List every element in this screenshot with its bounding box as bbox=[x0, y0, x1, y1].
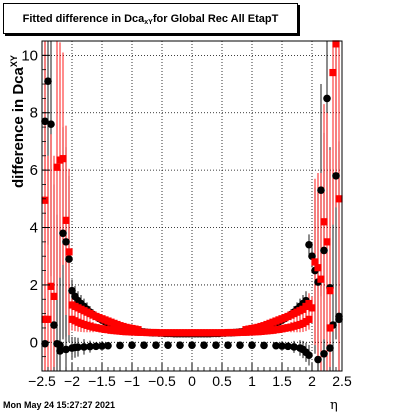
y-axis-title-main: difference in Dca bbox=[10, 67, 27, 188]
black-data-point bbox=[44, 77, 52, 85]
black-data-point bbox=[86, 342, 94, 351]
red-data-point bbox=[41, 315, 49, 323]
black-data-point bbox=[62, 345, 70, 354]
black-data-point bbox=[140, 341, 148, 349]
black-data-point bbox=[80, 343, 88, 351]
red-data-point bbox=[335, 195, 343, 203]
black-data-point bbox=[260, 341, 268, 350]
y-tick-label: 4 bbox=[30, 220, 38, 237]
red-data-point bbox=[329, 68, 337, 77]
red-data-point bbox=[305, 299, 313, 308]
x-tick-label: −2.5 bbox=[28, 373, 56, 389]
black-data-point bbox=[290, 343, 298, 351]
x-tick-label: −1.5 bbox=[88, 373, 116, 389]
black-data-point bbox=[278, 342, 286, 350]
black-data-point bbox=[326, 344, 334, 352]
y-tick-label: 10 bbox=[21, 47, 38, 64]
black-data-point bbox=[164, 341, 172, 349]
black-data-point bbox=[305, 351, 313, 360]
chart-title-sub: xY bbox=[144, 19, 153, 26]
black-data-point bbox=[284, 342, 292, 351]
black-data-point bbox=[56, 341, 64, 349]
black-data-point bbox=[308, 252, 316, 261]
x-tick-label: −2 bbox=[64, 373, 80, 389]
black-data-point bbox=[50, 321, 58, 329]
y-tick-label: 2 bbox=[30, 277, 38, 294]
black-data-point bbox=[74, 343, 82, 351]
red-data-point bbox=[314, 264, 322, 272]
x-tick-label: 2.5 bbox=[332, 373, 352, 389]
black-data-point bbox=[332, 172, 340, 180]
black-data-point bbox=[236, 341, 244, 349]
y-tick-label: 8 bbox=[30, 105, 38, 122]
x-tick-label: 0.5 bbox=[212, 373, 232, 389]
black-data-point bbox=[317, 186, 325, 195]
chart-title-main: Fitted difference in Dca bbox=[22, 12, 145, 25]
red-data-point bbox=[59, 155, 67, 163]
red-data-point bbox=[305, 315, 313, 323]
red-data-point bbox=[332, 40, 340, 48]
black-data-point bbox=[320, 246, 328, 255]
red-data-point bbox=[308, 304, 316, 312]
x-tick-label: 1 bbox=[248, 373, 256, 389]
red-data-point bbox=[50, 292, 58, 300]
black-data-point bbox=[68, 286, 76, 295]
black-data-point bbox=[62, 238, 70, 246]
x-axis-title: η bbox=[330, 398, 338, 413]
red-data-point bbox=[311, 258, 319, 266]
timestamp: Mon May 24 15:27:27 2021 bbox=[3, 400, 116, 410]
red-data-point bbox=[47, 282, 55, 290]
black-data-point bbox=[323, 94, 331, 103]
black-data-point bbox=[152, 341, 160, 349]
black-data-point bbox=[224, 341, 232, 349]
black-data-point bbox=[41, 117, 49, 126]
black-data-point bbox=[272, 341, 280, 350]
black-data-point bbox=[98, 342, 106, 350]
black-data-point bbox=[92, 342, 100, 351]
black-data-point bbox=[65, 255, 73, 263]
black-data-point bbox=[305, 240, 313, 249]
y-tick-label: 6 bbox=[30, 162, 38, 179]
red-data-point bbox=[53, 163, 61, 171]
black-data-point bbox=[188, 341, 196, 349]
black-data-point bbox=[248, 341, 256, 349]
black-data-point bbox=[335, 312, 343, 321]
black-data-point bbox=[59, 229, 67, 238]
red-data-point bbox=[320, 218, 328, 226]
black-data-point bbox=[320, 349, 328, 358]
black-data-point bbox=[47, 120, 55, 129]
red-data-point bbox=[65, 248, 73, 256]
black-data-point bbox=[116, 341, 124, 350]
red-data-point bbox=[62, 216, 70, 224]
red-data-point bbox=[41, 196, 49, 204]
x-tick-label: 2 bbox=[308, 373, 316, 389]
x-tick-label: −1 bbox=[124, 373, 140, 389]
red-data-point bbox=[326, 324, 334, 332]
y-tick-label: 0 bbox=[30, 334, 38, 351]
x-tick-label: 0 bbox=[188, 373, 196, 389]
black-data-point bbox=[128, 341, 136, 349]
red-data-point bbox=[317, 275, 325, 283]
red-data-point bbox=[134, 326, 142, 334]
y-axis-title-sub: XY bbox=[9, 55, 19, 68]
black-data-point bbox=[314, 355, 322, 364]
black-data-point bbox=[176, 341, 184, 349]
chart-title: Fitted difference in Dca xY for Global Re… bbox=[3, 3, 298, 34]
red-data-point bbox=[323, 238, 331, 246]
black-data-point bbox=[200, 341, 208, 349]
black-data-point bbox=[212, 341, 220, 349]
black-data-point bbox=[56, 347, 64, 355]
x-tick-label: 1.5 bbox=[272, 373, 292, 389]
y-axis-title: difference in DcaXY bbox=[9, 55, 27, 188]
x-tick-label: −0.5 bbox=[148, 373, 176, 389]
black-data-point bbox=[104, 341, 112, 350]
chart-title-rest: for Global Rec All EtapT bbox=[152, 12, 279, 25]
red-data-point bbox=[326, 287, 334, 295]
